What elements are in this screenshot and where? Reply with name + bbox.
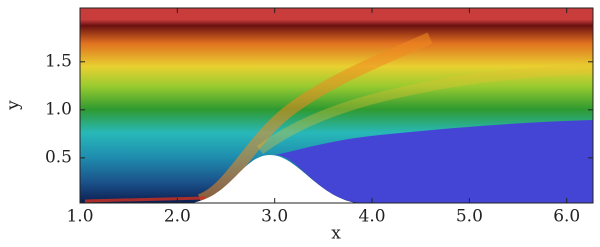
x-tick-label: 2.0 (164, 207, 191, 227)
x-tick-label: 3.0 (261, 207, 288, 227)
y-tick-label: 0.5 (45, 147, 72, 167)
y-tick-label: 1.5 (45, 51, 72, 71)
x-tick-label: 5.0 (456, 207, 483, 227)
y-axis-label: y (4, 100, 24, 111)
y-tick-label: 1.0 (45, 99, 72, 119)
x-axis-label: x (331, 224, 341, 244)
x-tick-label: 4.0 (359, 207, 386, 227)
x-tick-label: 6.0 (553, 207, 580, 227)
plot-frame (79, 7, 594, 204)
field (80, 8, 593, 203)
x-tick-label: 1.0 (66, 207, 93, 227)
